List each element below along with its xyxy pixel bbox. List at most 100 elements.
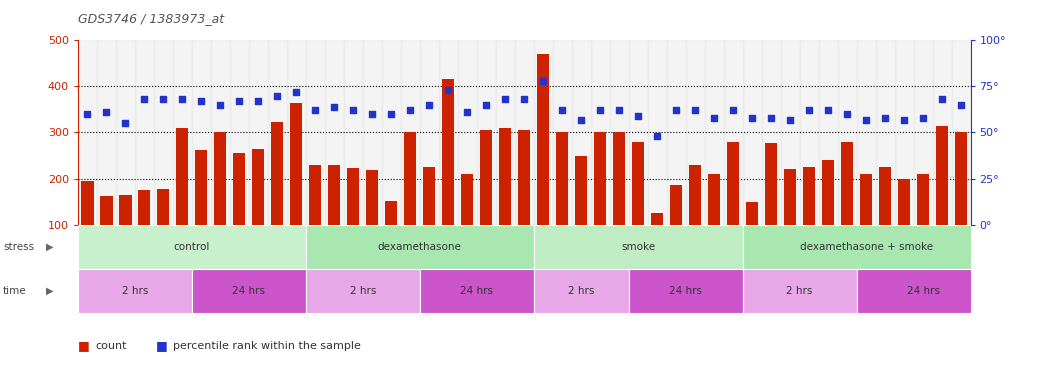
Point [231,98,248,104]
Point [877,115,894,121]
Point [687,107,704,113]
Bar [629,269,742,313]
Text: ▶: ▶ [46,242,54,252]
Point [383,111,400,117]
Point [136,96,153,103]
Bar [306,225,534,269]
Point [307,107,324,113]
Bar [424,167,435,225]
Text: control: control [173,242,210,252]
Text: dexamethasone: dexamethasone [378,242,462,252]
Point [953,102,969,108]
Bar [856,269,989,313]
Bar [781,40,799,225]
Bar [932,40,952,225]
Point [610,107,627,113]
Bar [822,160,835,225]
Bar [629,40,648,225]
Point [288,89,304,95]
Bar [591,40,609,225]
Bar [211,40,229,225]
Bar [344,40,362,225]
Bar [135,40,154,225]
Point [250,98,267,104]
Bar [609,40,629,225]
Bar [952,40,971,225]
Bar [499,128,512,225]
Bar [97,40,116,225]
Bar [496,40,515,225]
Bar [670,185,682,225]
Bar [252,149,265,225]
Bar [458,40,476,225]
Text: count: count [95,341,127,351]
Bar [648,40,666,225]
Bar [366,170,379,225]
Point [706,115,722,121]
Bar [157,189,169,225]
Point [667,107,684,113]
Point [326,104,343,110]
Bar [534,269,629,313]
Bar [154,40,172,225]
Bar [762,40,781,225]
Bar [362,40,382,225]
Bar [537,54,549,225]
Text: smoke: smoke [621,242,655,252]
Bar [518,130,530,225]
Bar [195,151,208,225]
Bar [286,40,306,225]
Bar [799,40,819,225]
Point [896,116,912,122]
Bar [480,130,492,225]
Bar [347,169,359,225]
Bar [534,40,552,225]
Bar [838,40,856,225]
Point [782,116,798,122]
Bar [632,142,645,225]
Text: time: time [3,286,27,296]
Bar [100,195,112,225]
Point [630,113,647,119]
Bar [819,40,838,225]
Bar [401,40,419,225]
Bar [172,40,192,225]
Bar [439,40,458,225]
Text: 24 hrs: 24 hrs [670,286,702,296]
Point [839,111,855,117]
Bar [192,269,306,313]
Bar [268,40,286,225]
Bar [476,40,496,225]
Bar [594,132,606,225]
Bar [913,40,932,225]
Bar [461,174,473,225]
Bar [742,225,989,269]
Bar [81,181,93,225]
Bar [727,142,739,225]
Bar [306,269,419,313]
Bar [534,225,742,269]
Text: 24 hrs: 24 hrs [233,286,266,296]
Bar [325,40,344,225]
Point [98,109,114,115]
Bar [138,190,151,225]
Bar [575,156,588,225]
Bar [841,142,853,225]
Bar [572,40,591,225]
Bar [879,167,892,225]
Bar [192,40,211,225]
Point [269,93,285,99]
Bar [385,201,398,225]
Point [155,96,171,103]
Bar [515,40,534,225]
Bar [686,40,705,225]
Bar [666,40,686,225]
Bar [214,132,226,225]
Point [535,78,551,84]
Text: 24 hrs: 24 hrs [460,286,493,296]
Bar [78,40,97,225]
Bar [859,174,872,225]
Point [421,102,438,108]
Point [914,115,931,121]
Point [402,107,418,113]
